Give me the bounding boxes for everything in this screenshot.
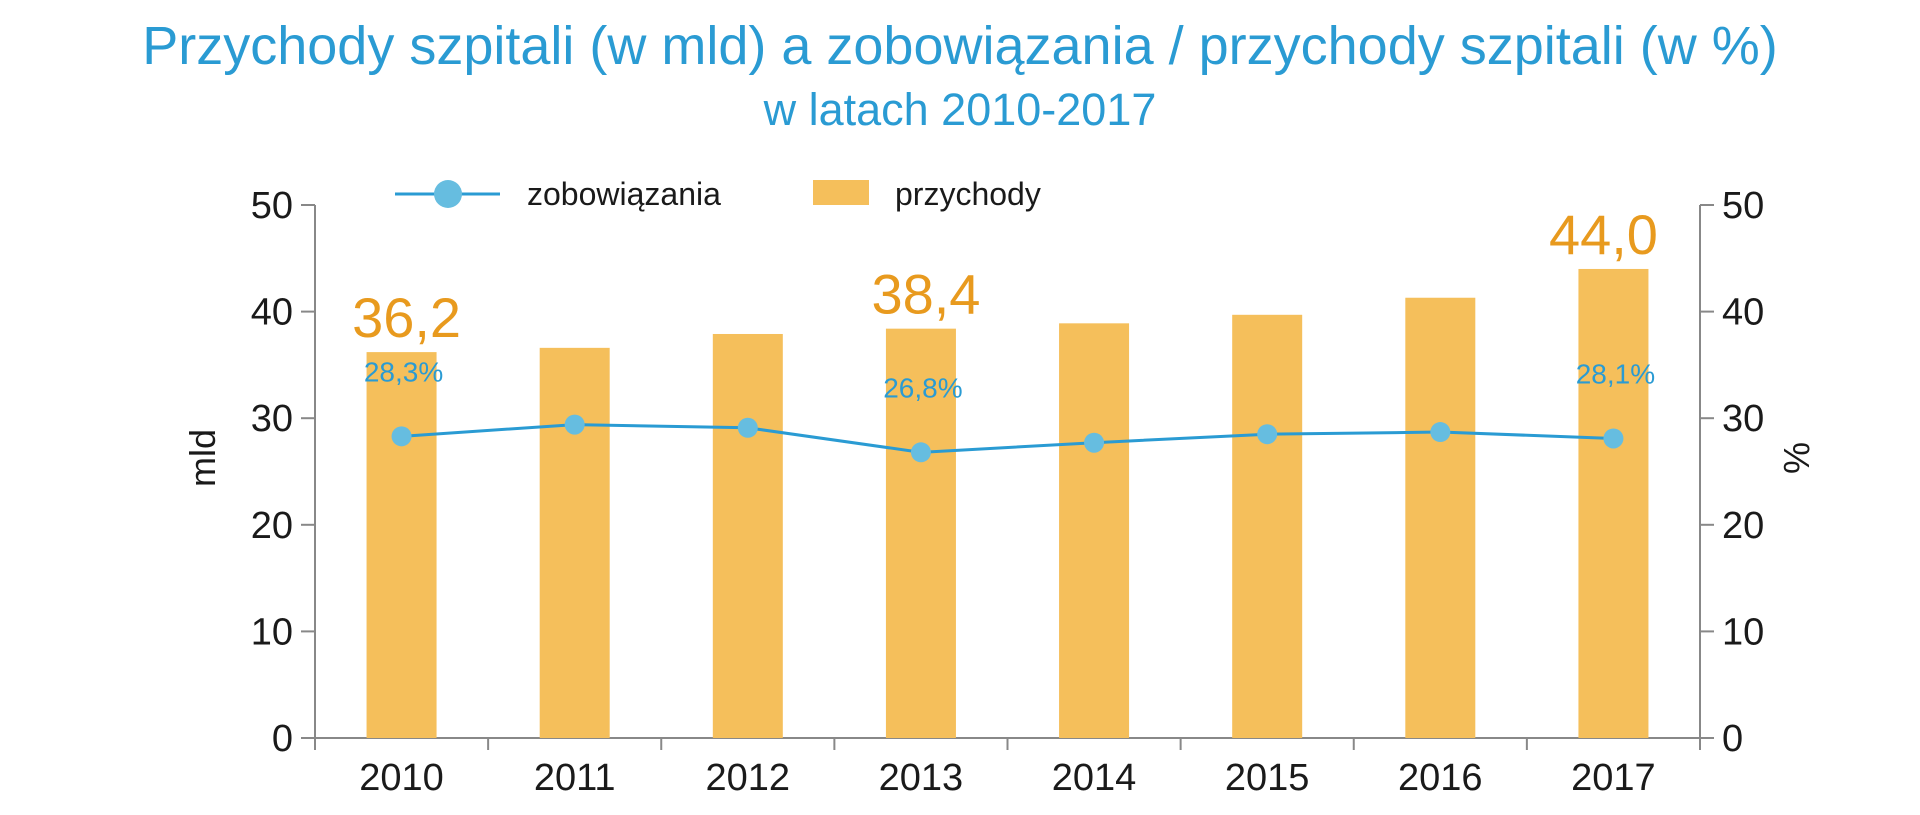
x-tick-label: 2013	[879, 757, 964, 799]
bar	[539, 347, 610, 738]
bar	[1578, 268, 1649, 738]
x-tick-label: 2015	[1225, 757, 1310, 799]
line-series	[391, 414, 1624, 463]
legend-bar-swatch	[813, 180, 869, 205]
bar	[1232, 314, 1303, 738]
line-data-label: 26,8%	[883, 372, 962, 403]
legend-label-zobowiazania: zobowiązania	[527, 176, 721, 212]
line-point	[737, 417, 758, 438]
line-point	[1084, 432, 1105, 453]
line-path	[401, 423, 1614, 454]
axes: 0 10 20 30 40 50 0 10 20 30 40 50 2010 2011 2012 2013 20…	[251, 185, 1765, 799]
left-axis-title: mld	[182, 429, 223, 487]
bar-data-label: 44,0	[1549, 203, 1658, 266]
left-tick-label: 10	[251, 611, 293, 653]
line-point	[910, 442, 931, 463]
line-data-label: 28,1%	[1576, 358, 1655, 389]
left-tick-label: 40	[251, 292, 293, 334]
chart-subtitle: w latach 2010-2017	[763, 84, 1157, 135]
right-axis-title: %	[1776, 442, 1817, 474]
x-tick-label: 2014	[1052, 757, 1137, 799]
bar	[1405, 297, 1476, 738]
legend: zobowiązania przychody	[395, 176, 1041, 212]
bars	[366, 268, 1649, 738]
chart-title: Przychody szpitali (w mld) a zobowiązani…	[142, 16, 1778, 76]
left-tick-label: 30	[251, 398, 293, 440]
bar	[1059, 323, 1130, 738]
right-tick-label: 30	[1722, 398, 1764, 440]
right-tick-label: 50	[1722, 185, 1764, 227]
bar	[712, 333, 783, 738]
x-tick-label: 2017	[1571, 757, 1656, 799]
line-data-label: 28,3%	[364, 356, 443, 387]
line-point	[1603, 428, 1624, 449]
x-tick-label: 2010	[359, 757, 444, 799]
right-tick-label: 0	[1722, 718, 1743, 760]
data-labels: 36,2 38,4 44,0 28,3% 26,8% 28,1%	[352, 203, 1658, 403]
right-tick-label: 10	[1722, 611, 1764, 653]
right-tick-label: 40	[1722, 292, 1764, 334]
bar	[366, 352, 437, 738]
line-point	[564, 414, 585, 435]
right-tick-label: 20	[1722, 505, 1764, 547]
left-tick-label: 50	[251, 185, 293, 227]
legend-label-przychody: przychody	[895, 176, 1041, 212]
line-point	[391, 426, 412, 447]
x-tick-label: 2012	[706, 757, 791, 799]
legend-line-marker	[434, 180, 462, 208]
bar-data-label: 38,4	[871, 263, 980, 326]
x-tick-label: 2011	[534, 757, 616, 799]
bar	[885, 328, 956, 738]
left-tick-label: 0	[272, 718, 293, 760]
bar-data-label: 36,2	[352, 286, 461, 349]
line-point	[1257, 424, 1278, 445]
left-tick-label: 20	[251, 505, 293, 547]
x-tick-label: 2016	[1398, 757, 1483, 799]
line-point	[1430, 422, 1451, 443]
